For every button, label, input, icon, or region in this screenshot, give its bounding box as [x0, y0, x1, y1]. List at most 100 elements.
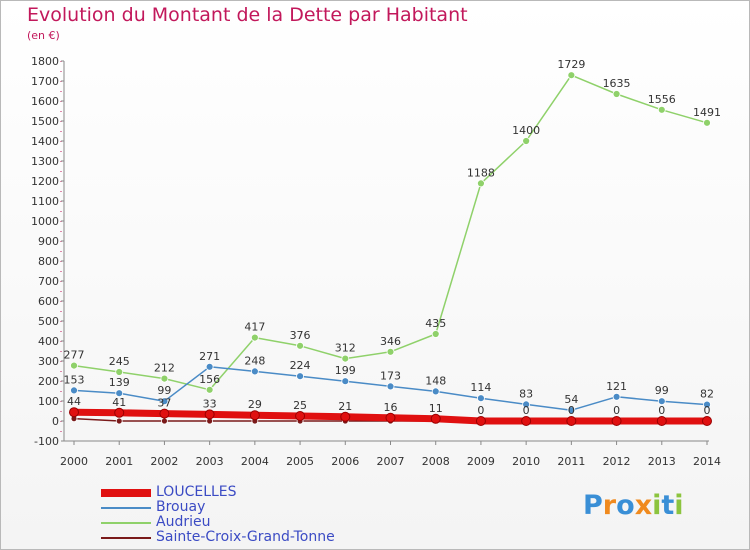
y-tick-label: -100: [34, 435, 59, 448]
data-label-loucelles: 41: [112, 396, 126, 409]
data-point-brouay: [567, 406, 576, 415]
data-point-sainte-croix-grand-tonne: [115, 417, 123, 425]
data-point-loucelles: [340, 411, 351, 422]
data-label-brouay: 83: [519, 387, 533, 400]
x-tick-label: 2001: [105, 455, 133, 468]
data-point-loucelles: [430, 413, 441, 424]
data-point-audrieu: [115, 368, 124, 376]
data-label-audrieu: 156: [199, 373, 220, 386]
y-tick-label: 1700: [31, 75, 59, 88]
data-point-audrieu: [612, 90, 621, 98]
y-tick-label: 400: [38, 335, 59, 348]
y-tick-label: 1500: [31, 115, 59, 128]
data-label-loucelles: 21: [338, 400, 352, 413]
data-label-loucelles: 29: [248, 398, 262, 411]
data-label-loucelles: 37: [157, 397, 171, 410]
data-point-audrieu: [205, 385, 214, 394]
legend-label: Brouay: [156, 499, 206, 515]
data-label-audrieu: 376: [290, 329, 311, 342]
x-tick-label: 2003: [196, 455, 224, 468]
data-label-audrieu: 212: [154, 362, 175, 375]
y-tick-label: 1600: [31, 95, 59, 108]
data-point-brouay: [703, 400, 711, 409]
data-label-brouay: 121: [606, 380, 627, 393]
data-label-brouay: 271: [199, 350, 220, 363]
data-point-brouay: [386, 382, 395, 391]
y-tick-label: 700: [38, 275, 59, 288]
y-tick-label: 300: [38, 355, 59, 368]
x-tick-label: 2009: [467, 455, 495, 468]
data-label-brouay: 199: [335, 364, 356, 377]
data-label-audrieu: 1556: [648, 93, 676, 106]
data-point-loucelles: [385, 412, 396, 423]
x-tick-label: 2005: [286, 455, 314, 468]
logo-letter: t: [661, 490, 675, 521]
data-label-audrieu: 417: [244, 321, 265, 334]
data-label-audrieu: 1635: [603, 77, 631, 90]
data-point-audrieu: [703, 118, 711, 127]
data-point-brouay: [612, 392, 621, 401]
data-point-audrieu: [70, 361, 78, 370]
logo-letter: i: [652, 490, 662, 521]
data-point-loucelles: [69, 407, 79, 418]
data-label-audrieu: 346: [380, 335, 401, 348]
data-point-loucelles: [295, 411, 306, 421]
legend-swatch: [101, 522, 151, 524]
data-label-audrieu: 1491: [693, 106, 721, 119]
data-point-loucelles: [204, 409, 215, 420]
data-point-loucelles: [702, 416, 712, 426]
data-point-audrieu: [567, 71, 576, 80]
data-label-brouay: 224: [290, 359, 311, 372]
data-label-loucelles: 0: [568, 404, 575, 417]
x-tick-label: 2002: [150, 455, 178, 468]
data-label-audrieu: 1729: [557, 58, 585, 71]
data-point-loucelles: [656, 416, 667, 426]
data-label-audrieu: 277: [64, 349, 85, 362]
chart-subtitle: (en €): [27, 29, 60, 42]
y-tick-label: 1300: [31, 155, 59, 168]
data-point-audrieu: [477, 179, 485, 188]
logo-letter: i: [674, 490, 684, 521]
legend-label: LOUCELLES: [156, 484, 237, 500]
y-tick-label: 900: [38, 235, 59, 248]
data-point-loucelles: [566, 416, 577, 426]
data-label-brouay: 99: [655, 384, 669, 397]
legend-swatch: [101, 507, 151, 509]
y-tick-label: 1200: [31, 175, 59, 188]
data-point-brouay: [160, 397, 169, 406]
y-tick-label: 800: [38, 255, 59, 268]
data-label-brouay: 114: [470, 381, 491, 394]
data-label-loucelles: 11: [429, 402, 443, 415]
data-point-audrieu: [386, 347, 395, 356]
data-label-brouay: 248: [244, 354, 265, 367]
y-tick-label: 1400: [31, 135, 59, 148]
y-tick-label: 1100: [31, 195, 59, 208]
data-point-loucelles: [159, 408, 170, 419]
legend-swatch: [101, 489, 151, 497]
data-point-brouay: [477, 394, 485, 403]
data-label-audrieu: 1188: [467, 166, 495, 179]
legend-label: Sainte-Croix-Grand-Tonne: [156, 529, 335, 545]
data-label-loucelles: 44: [67, 395, 81, 408]
data-label-brouay: 153: [64, 373, 85, 386]
data-label-loucelles: 33: [203, 397, 217, 410]
data-point-brouay: [296, 372, 304, 381]
y-tick-label: 500: [38, 315, 59, 328]
y-tick-label: 200: [38, 375, 59, 388]
logo-letter: o: [616, 490, 635, 521]
logo-letter: x: [634, 490, 653, 521]
data-label-loucelles: 25: [293, 399, 307, 412]
chart-title: Evolution du Montant de la Dette par Hab…: [27, 4, 468, 26]
data-point-audrieu: [296, 341, 304, 350]
y-tick-label: 0: [52, 415, 59, 428]
x-tick-label: 2006: [331, 455, 359, 468]
data-label-audrieu: 245: [109, 355, 130, 368]
y-tick-label: 600: [38, 295, 59, 308]
x-tick-label: 2008: [422, 455, 450, 468]
y-tick-label: 1800: [31, 55, 59, 68]
y-tick-label: 100: [38, 395, 59, 408]
data-point-brouay: [341, 377, 350, 386]
data-label-brouay: 99: [157, 384, 171, 397]
data-point-audrieu: [160, 374, 169, 383]
